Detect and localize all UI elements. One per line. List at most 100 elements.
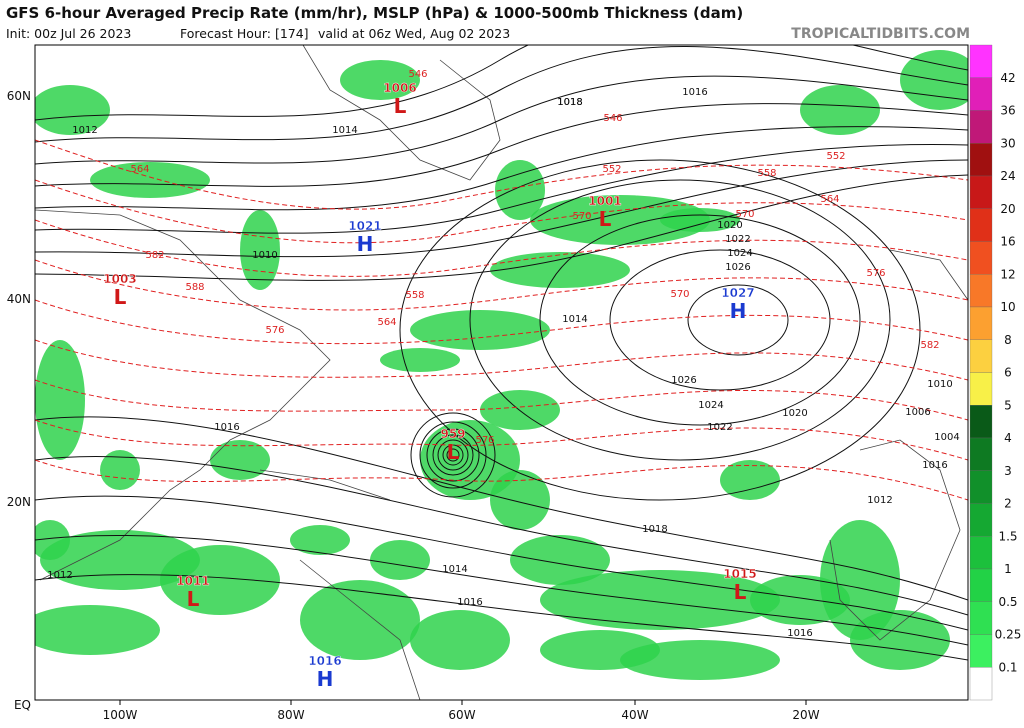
precip-area <box>620 640 780 680</box>
precip-area <box>490 470 550 530</box>
isobar-label: 1018 <box>642 524 667 535</box>
latitude-label: 60N <box>7 89 31 103</box>
center-symbol: H <box>357 232 374 256</box>
colorbar-box <box>969 175 993 209</box>
isobar-label: 1026 <box>725 262 750 273</box>
center-symbol: L <box>734 580 747 604</box>
precip-area <box>210 440 270 480</box>
thickness-line <box>35 419 968 461</box>
isobar-label: 1012 <box>72 125 97 136</box>
isobar-label: 1016 <box>214 422 239 433</box>
isobar <box>35 126 968 211</box>
longitude-label: 100W <box>103 708 138 722</box>
center-symbol: L <box>187 587 200 611</box>
colorbar-box <box>969 339 993 373</box>
isobar-label: 1020 <box>782 408 807 419</box>
colorbar-label: 42 <box>1000 71 1015 85</box>
isobar <box>35 143 968 234</box>
title: GFS 6-hour Averaged Precip Rate (mm/hr),… <box>6 4 743 22</box>
thickness-label: 564 <box>130 164 149 175</box>
isobar-label: 1014 <box>562 314 587 325</box>
map-frame <box>34 44 969 701</box>
thickness-label: 552 <box>826 151 845 162</box>
precip-area <box>240 210 280 290</box>
colorbar-label: 24 <box>1000 169 1015 183</box>
isobar-label: 1006 <box>905 407 930 418</box>
isobar <box>35 75 968 165</box>
isobar-label: 1012 <box>47 570 72 581</box>
isobar-label: 1004 <box>934 432 959 443</box>
thickness-label: 576 <box>265 325 284 336</box>
isobar <box>687 284 789 356</box>
isobar <box>609 249 831 391</box>
colorbar-label: 5 <box>1004 398 1012 412</box>
precip-area <box>850 610 950 670</box>
center-pressure: 1006 <box>383 81 416 95</box>
colorbar-box <box>969 44 993 78</box>
longitude-label: 60W <box>448 708 475 722</box>
colorbar-label: 20 <box>1000 202 1015 216</box>
isobar-label: 1010 <box>927 379 952 390</box>
coastline <box>259 469 421 700</box>
precip-area <box>290 525 350 555</box>
precip-area <box>490 252 630 288</box>
thickness-line <box>35 339 968 381</box>
precip-area <box>510 535 610 585</box>
isobar-label: 1012 <box>867 495 892 506</box>
isobar-label: 1018 <box>557 97 582 108</box>
isobar-label: 1024 <box>698 400 723 411</box>
colorbar-box <box>969 372 993 406</box>
isobar <box>446 448 460 462</box>
coastline <box>889 249 968 301</box>
center-symbol: L <box>114 285 127 309</box>
thickness-label: 570 <box>572 211 591 222</box>
longitude-label: 40W <box>621 708 648 722</box>
precip-area <box>410 310 550 350</box>
precip-area <box>90 162 210 198</box>
thickness-label: 546 <box>603 113 622 124</box>
colorbar-label: 3 <box>1004 464 1012 478</box>
isobar <box>410 412 496 498</box>
colorbar-box <box>969 437 993 471</box>
colorbar-label: 1 <box>1004 562 1012 576</box>
colorbar-box <box>969 470 993 504</box>
colorbar-label: 6 <box>1004 366 1012 380</box>
longitude-label: 20W <box>792 708 819 722</box>
center-symbol: H <box>730 299 747 323</box>
thickness-line <box>35 179 968 244</box>
thickness-label: 582 <box>920 340 939 351</box>
isobar <box>35 574 968 661</box>
isobar-label: 1018 <box>557 97 582 108</box>
precip-area <box>800 85 880 135</box>
colorbar-label: 8 <box>1004 333 1012 347</box>
forecast-hour: Forecast Hour: [174] <box>180 26 309 41</box>
thickness-line <box>35 379 968 421</box>
colorbar-label: 2 <box>1004 497 1012 511</box>
colorbar-box <box>969 143 993 177</box>
precip-area <box>540 570 780 630</box>
colorbar-box <box>969 208 993 242</box>
isobar-label: 1014 <box>442 564 467 575</box>
isobar-label: 1016 <box>922 460 947 471</box>
thickness-label: 558 <box>405 290 424 301</box>
colorbar-box <box>969 306 993 340</box>
center-pressure: 1027 <box>721 286 754 300</box>
colorbar-box <box>969 405 993 439</box>
isobar-label: 1016 <box>787 628 812 639</box>
colorbar-label: 36 <box>1000 104 1015 118</box>
center-pressure: 1015 <box>723 567 756 581</box>
colorbar-label: 30 <box>1000 136 1015 150</box>
isobar-label: 1022 <box>725 234 750 245</box>
precip-area <box>530 195 710 245</box>
colorbar-box <box>969 274 993 308</box>
thickness-line <box>35 459 968 501</box>
isobar <box>437 439 469 471</box>
colorbar-box <box>969 77 993 111</box>
thickness-label: 570 <box>735 209 754 220</box>
isobar <box>539 214 861 426</box>
isobar-label: 1020 <box>717 220 742 231</box>
precip-area <box>370 540 430 580</box>
source: TROPICALTIDBITS.COM <box>791 26 970 42</box>
isobar <box>35 534 968 646</box>
colorbar-label: 0.25 <box>995 628 1022 642</box>
